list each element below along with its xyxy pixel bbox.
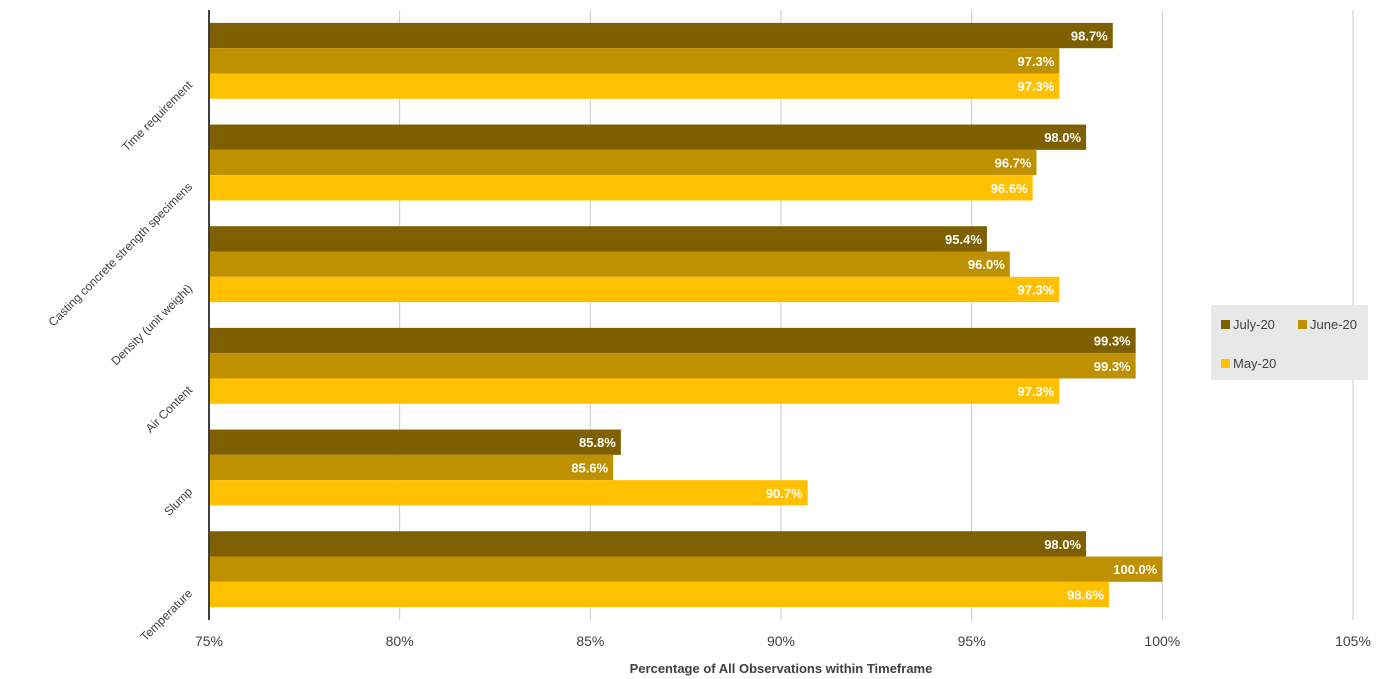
bar — [210, 327, 1136, 354]
data-label: 85.8% — [579, 435, 616, 450]
x-tick-label: 80% — [386, 633, 414, 649]
legend-item-july: July-20 — [1221, 317, 1275, 332]
data-label: 85.6% — [571, 461, 608, 476]
y-category-label: Temperature — [138, 586, 196, 644]
bar — [210, 73, 1060, 99]
bar — [210, 531, 1087, 557]
data-label: 90.7% — [766, 486, 803, 501]
data-label: 97.3% — [1017, 79, 1054, 94]
data-label: 100.0% — [1113, 562, 1158, 577]
bar — [210, 581, 1109, 608]
x-tick-label: 100% — [1144, 633, 1180, 649]
data-label: 99.3% — [1094, 359, 1131, 374]
bar — [210, 429, 621, 455]
data-label: 98.0% — [1044, 130, 1081, 145]
data-label: 98.0% — [1044, 537, 1081, 552]
x-tick-labels: 75% 80% 85% 90% 95% 100% 105% — [195, 633, 1371, 649]
legend-item-june: June-20 — [1298, 317, 1357, 332]
legend-swatch — [1298, 320, 1307, 329]
bar — [210, 175, 1033, 201]
y-category-label: Slump — [161, 484, 195, 518]
y-category-label: Density (unit weight) — [108, 281, 195, 368]
legend-label: June-20 — [1310, 317, 1357, 332]
bar — [210, 124, 1087, 150]
grid-lines — [399, 10, 1354, 620]
y-category-label: Air Content — [143, 383, 196, 436]
legend-swatch — [1221, 359, 1230, 368]
bar — [210, 378, 1060, 404]
bar — [210, 251, 1010, 277]
x-tick-label: 75% — [195, 633, 223, 649]
bar — [210, 480, 808, 506]
data-label: 96.7% — [995, 156, 1032, 171]
data-label: 97.3% — [1017, 384, 1054, 399]
x-axis-title: Percentage of All Observations within Ti… — [630, 661, 933, 676]
bars — [210, 22, 1163, 608]
bar — [210, 556, 1163, 582]
legend-item-may: May-20 — [1221, 356, 1276, 371]
x-tick-label: 90% — [767, 633, 795, 649]
x-tick-label: 95% — [958, 633, 986, 649]
legend-swatch — [1221, 320, 1230, 329]
data-label: 98.6% — [1067, 587, 1104, 602]
legend-label: May-20 — [1233, 356, 1277, 371]
x-tick-label: 85% — [576, 633, 604, 649]
y-category-label: Time requirement — [119, 78, 196, 155]
data-label: 95.4% — [945, 232, 982, 247]
data-label: 96.6% — [991, 181, 1028, 196]
bar — [210, 454, 614, 481]
x-tick-label: 105% — [1335, 633, 1371, 649]
data-labels: 98.7% 97.3% 97.3% 98.0% 96.7% 96.6% 95.4% 96.0%… — [571, 29, 1157, 603]
bar — [210, 22, 1113, 49]
data-label: 96.0% — [968, 257, 1005, 272]
legend-label: July-20 — [1233, 317, 1275, 332]
data-label: 97.3% — [1017, 54, 1054, 69]
data-label: 97.3% — [1017, 282, 1054, 297]
bar — [210, 149, 1037, 176]
bar — [210, 48, 1060, 74]
bar — [210, 276, 1060, 303]
data-label: 98.7% — [1071, 29, 1108, 44]
data-label: 99.3% — [1094, 334, 1131, 349]
bar — [210, 226, 987, 252]
bar — [210, 353, 1136, 379]
legend: July-20 June-20 May-20 — [1211, 305, 1368, 380]
